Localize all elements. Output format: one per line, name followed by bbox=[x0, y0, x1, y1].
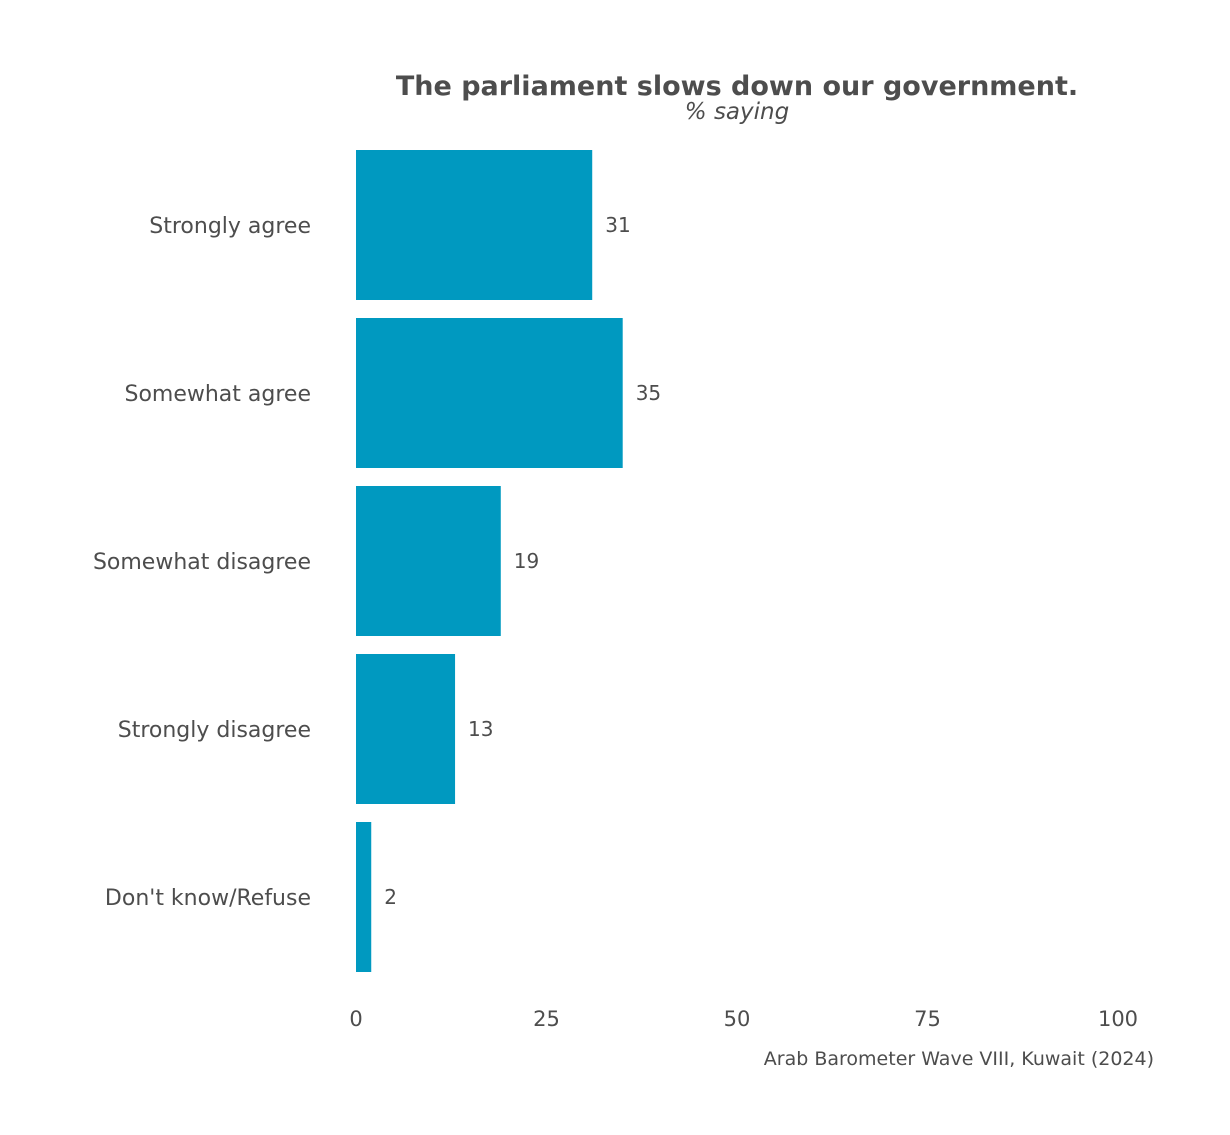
category-label: Somewhat disagree bbox=[93, 550, 311, 575]
value-label: 2 bbox=[384, 885, 397, 909]
bar bbox=[356, 486, 501, 636]
chart-caption: Arab Barometer Wave VIII, Kuwait (2024) bbox=[764, 1048, 1154, 1070]
chart-title: The parliament slows down our government… bbox=[396, 71, 1078, 102]
bar bbox=[356, 318, 623, 468]
value-label: 19 bbox=[514, 549, 539, 573]
chart-subtitle: % saying bbox=[685, 99, 789, 125]
category-label: Don't know/Refuse bbox=[105, 886, 311, 911]
x-tick-label: 25 bbox=[533, 1007, 560, 1031]
x-tick-label: 75 bbox=[914, 1007, 941, 1031]
x-tick-label: 0 bbox=[349, 1007, 362, 1031]
bar bbox=[356, 822, 372, 972]
value-label: 13 bbox=[468, 717, 493, 741]
bars-layer: Strongly agree 31 Somewhat agree 35 Somewhat… bbox=[93, 150, 661, 972]
category-label: Somewhat agree bbox=[124, 382, 311, 407]
x-tick-label: 50 bbox=[724, 1007, 751, 1031]
value-label: 31 bbox=[605, 213, 630, 237]
category-label: Strongly agree bbox=[149, 214, 311, 239]
category-label: Strongly disagree bbox=[118, 718, 311, 743]
bar bbox=[356, 150, 593, 300]
value-label: 35 bbox=[636, 381, 661, 405]
x-axis: 0 25 50 75 100 bbox=[349, 1007, 1138, 1031]
x-tick-label: 100 bbox=[1098, 1007, 1138, 1031]
bar bbox=[356, 654, 456, 804]
